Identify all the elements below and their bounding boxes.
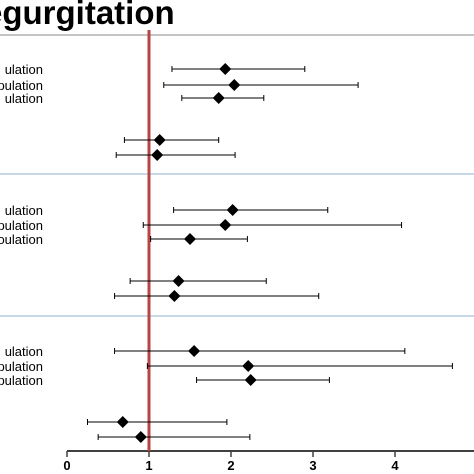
group-separators xyxy=(0,34,474,317)
x-tick-label: 3 xyxy=(309,458,316,473)
point-estimate-marker xyxy=(212,92,225,104)
point-estimate-marker xyxy=(188,345,201,357)
row-label: opulation xyxy=(0,218,43,233)
row-label: ulation xyxy=(5,203,43,218)
row-label: oulation xyxy=(0,232,43,247)
x-tick-label: 2 xyxy=(227,458,234,473)
x-tick-label: 0 xyxy=(63,458,70,473)
row-label: pulation xyxy=(0,78,43,93)
estimate-row: pulation xyxy=(0,78,359,93)
estimate-row xyxy=(97,431,251,443)
row-label: ulation xyxy=(5,91,43,106)
row-label: ulation xyxy=(5,344,43,359)
estimate-row xyxy=(123,134,220,146)
estimate-row: pulation xyxy=(0,359,453,374)
estimate-row xyxy=(129,275,267,287)
estimate-row: ulation xyxy=(5,91,265,106)
point-estimate-marker xyxy=(153,134,166,146)
point-estimate-marker xyxy=(219,63,232,75)
point-estimate-marker xyxy=(228,79,241,91)
point-estimate-marker xyxy=(244,374,257,386)
estimate-row: opulation xyxy=(0,218,403,233)
x-tick-label: 1 xyxy=(145,458,152,473)
point-estimate-marker xyxy=(168,290,181,302)
estimate-row xyxy=(87,416,228,428)
estimate-row: ulation xyxy=(5,62,306,77)
x-axis: 0 1 2 3 4 xyxy=(63,450,474,473)
chart-title: egurgitation xyxy=(0,0,175,31)
point-estimate-marker xyxy=(184,233,196,245)
point-estimate-marker xyxy=(172,275,185,287)
x-tick-label: 4 xyxy=(391,458,399,473)
row-label: pulation xyxy=(0,373,43,388)
estimate-row xyxy=(114,290,320,302)
estimate-row: pulation xyxy=(0,373,330,388)
row-label: pulation xyxy=(0,359,43,374)
data-rows: ulationpulationulationulationopulationou… xyxy=(0,62,453,443)
point-estimate-marker xyxy=(226,204,239,216)
estimate-row xyxy=(115,149,236,161)
point-estimate-marker xyxy=(134,431,147,443)
estimate-row: oulation xyxy=(0,232,248,247)
estimate-row: ulation xyxy=(5,344,406,359)
row-label: ulation xyxy=(5,62,43,77)
point-estimate-marker xyxy=(219,219,232,231)
estimate-row: ulation xyxy=(5,203,329,218)
point-estimate-marker xyxy=(242,360,255,372)
point-estimate-marker xyxy=(151,149,164,161)
point-estimate-marker xyxy=(116,416,129,428)
